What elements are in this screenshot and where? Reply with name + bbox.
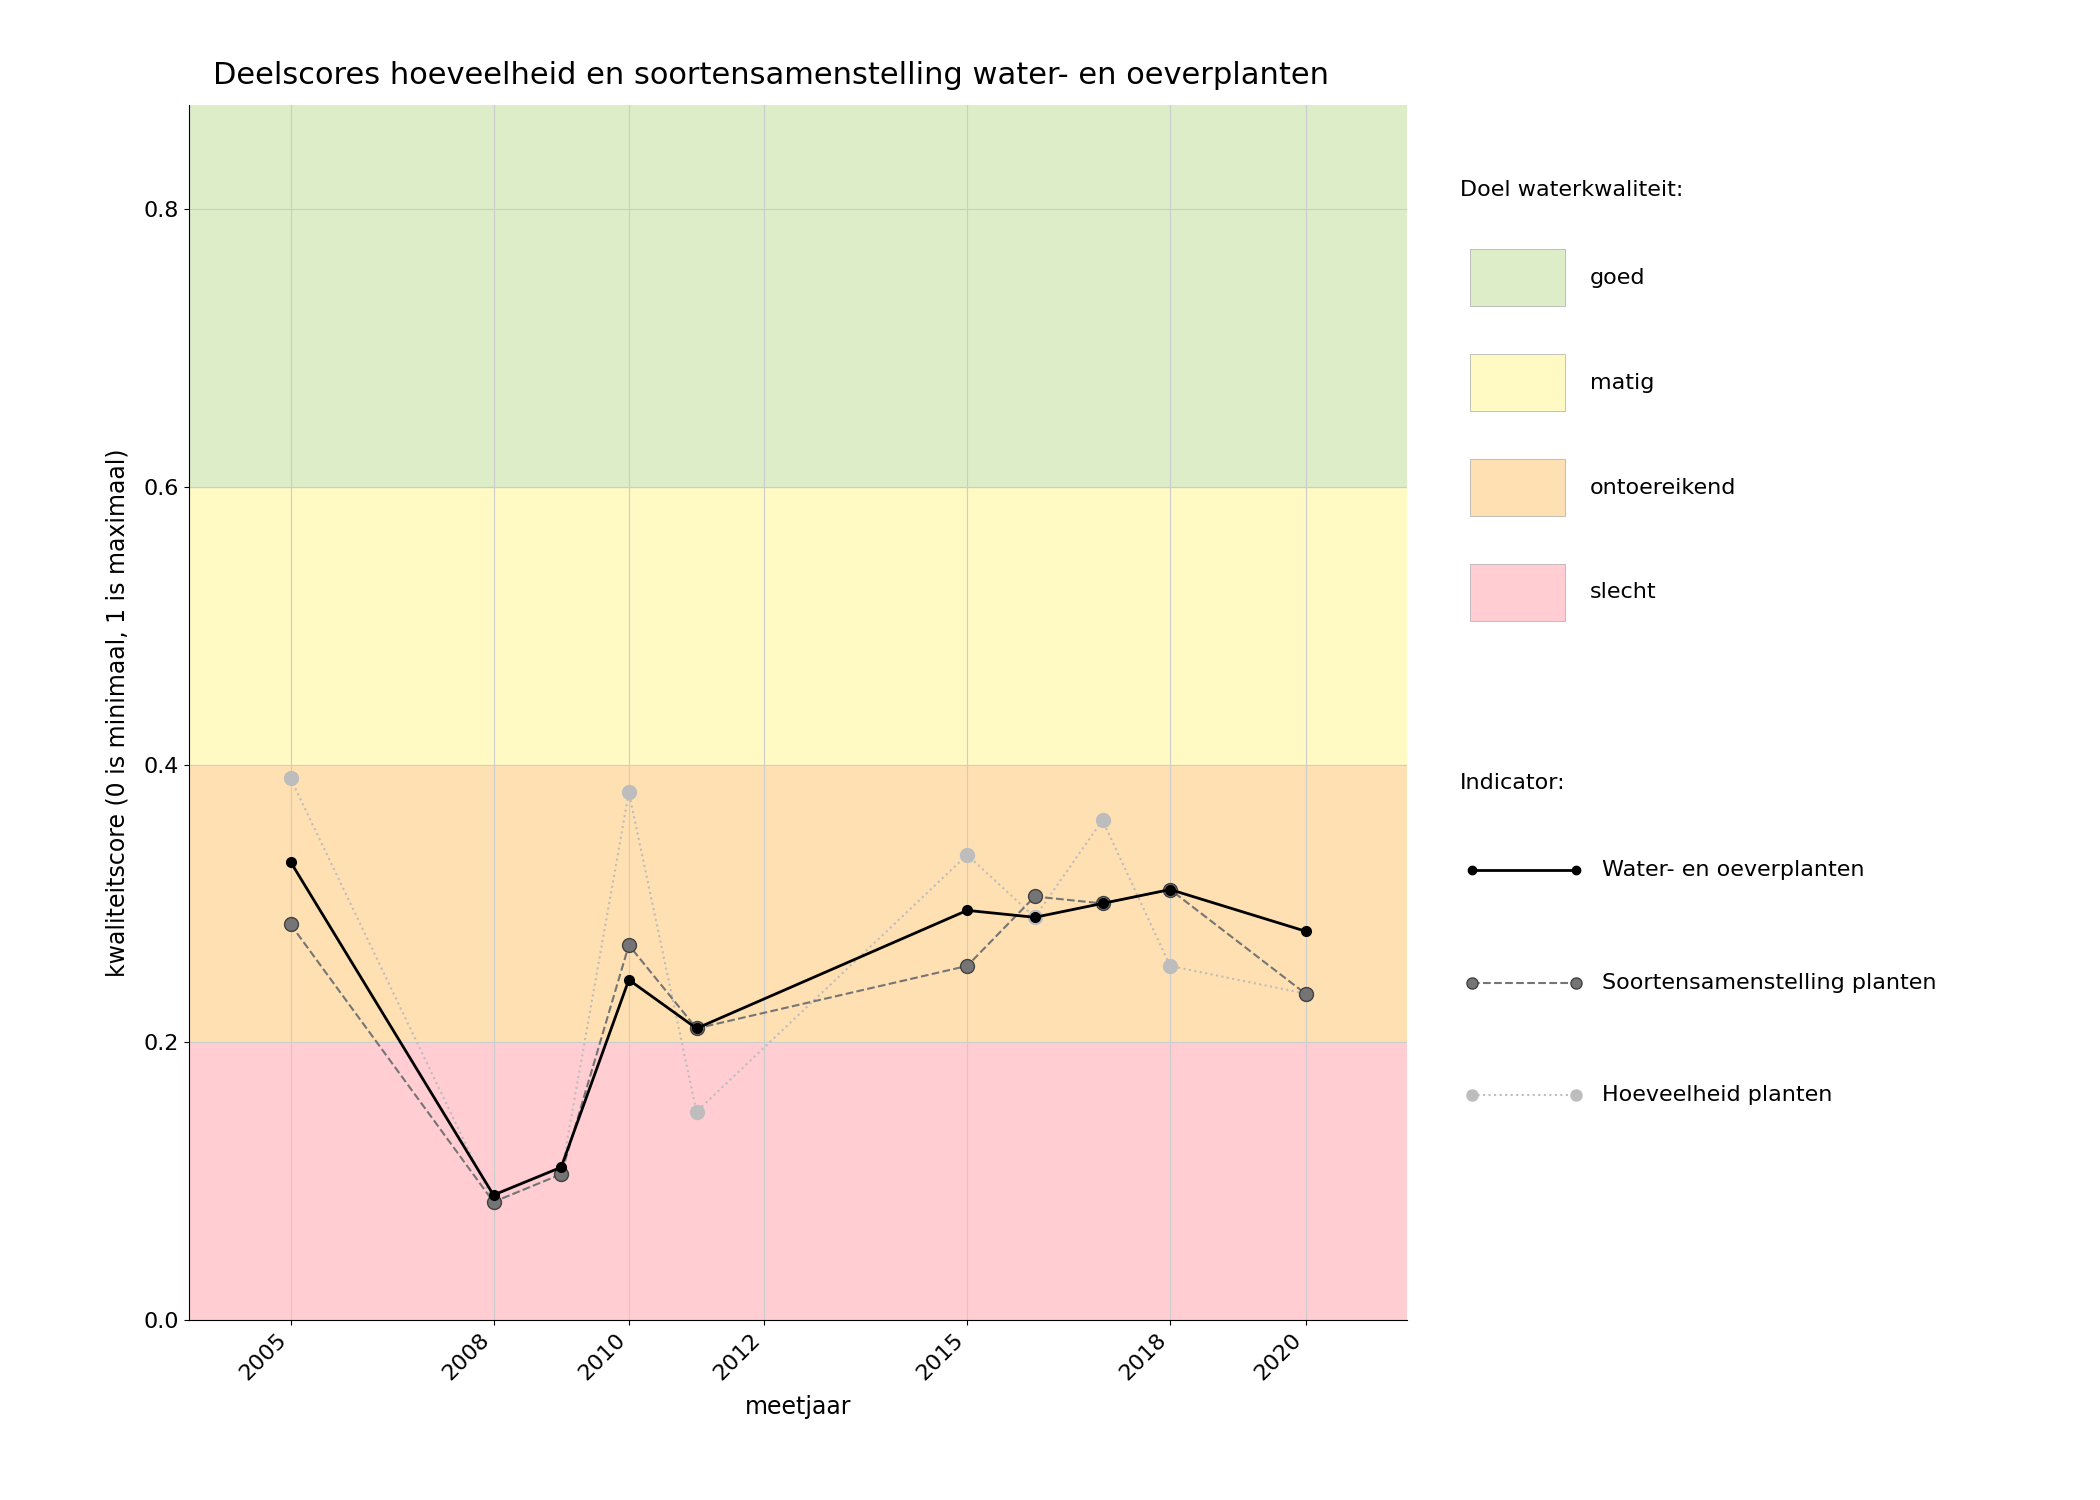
Text: Deelscores hoeveelheid en soortensamenstelling water- en oeverplanten: Deelscores hoeveelheid en soortensamenst… [214,62,1329,90]
Text: goed: goed [1590,267,1644,288]
Text: slecht: slecht [1590,582,1657,603]
Bar [189,1042,1407,1320]
Bar [189,765,1407,1042]
Bar [189,105,1407,488]
Bar [189,488,1407,765]
Text: Doel waterkwaliteit:: Doel waterkwaliteit: [1460,180,1682,200]
Text: Water- en oeverplanten: Water- en oeverplanten [1602,859,1865,880]
Y-axis label: kwaliteitscore (0 is minimaal, 1 is maximaal): kwaliteitscore (0 is minimaal, 1 is maxi… [105,448,130,976]
Text: ontoereikend: ontoereikend [1590,477,1737,498]
Text: Indicator:: Indicator: [1460,772,1564,792]
Text: Soortensamenstelling planten: Soortensamenstelling planten [1602,972,1936,993]
Text: matig: matig [1590,372,1655,393]
X-axis label: meetjaar: meetjaar [746,1395,851,1419]
Text: Hoeveelheid planten: Hoeveelheid planten [1602,1084,1833,1106]
